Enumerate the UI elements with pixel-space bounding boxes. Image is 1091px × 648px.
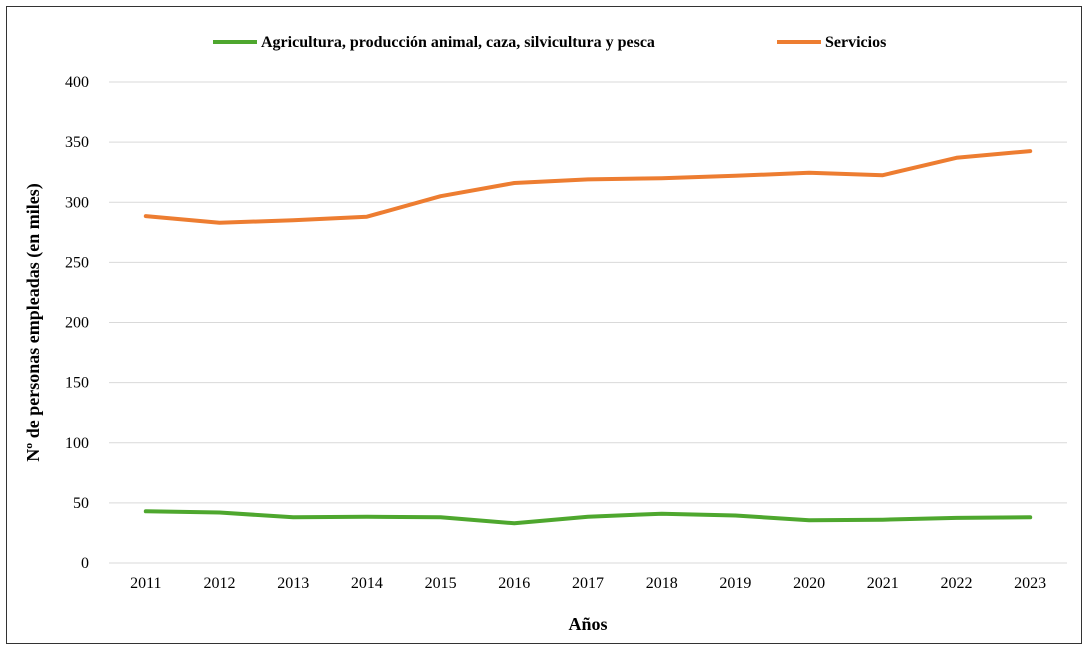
y-tick-label: 400 (65, 74, 89, 91)
x-tick-label: 2021 (867, 575, 899, 592)
y-tick-label: 150 (65, 375, 89, 392)
y-axis-title: Nº de personas empleadas (en miles) (23, 183, 44, 461)
y-tick-label: 200 (65, 315, 89, 332)
series-lines (143, 149, 1033, 526)
legend-label: Agricultura, producción animal, caza, si… (261, 34, 655, 51)
x-tick-label: 2018 (646, 575, 678, 592)
y-tick-label: 300 (65, 194, 89, 211)
y-tick-label: 250 (65, 254, 89, 271)
x-tick-label: 2020 (793, 575, 825, 592)
y-tick-label: 50 (73, 495, 89, 512)
legend-label: Servicios (825, 34, 886, 51)
x-tick-label: 2017 (572, 575, 604, 592)
chart-frame: 0 50 100 150 200 250 300 350 400 2011 2012 2013 201… (6, 6, 1082, 644)
x-axis-ticks: 2011 2012 2013 2014 2015 2016 2017 2018 2019 2020… (130, 575, 1046, 592)
x-tick-label: 2016 (498, 575, 530, 592)
series-line-2 (143, 149, 1033, 225)
x-tick-label: 2023 (1014, 575, 1046, 592)
x-axis-title: Años (568, 614, 607, 634)
x-tick-label: 2019 (719, 575, 751, 592)
x-tick-label: 2015 (425, 575, 457, 592)
x-tick-label: 2014 (351, 575, 383, 592)
x-tick-label: 2022 (940, 575, 972, 592)
x-tick-label: 2013 (277, 575, 309, 592)
y-tick-label: 100 (65, 435, 89, 452)
y-tick-label: 0 (81, 555, 89, 572)
x-tick-label: 2012 (204, 575, 236, 592)
legend: Agricultura, producción animal, caza, si… (213, 34, 886, 51)
y-axis-ticks: 0 50 100 150 200 250 300 350 400 (65, 74, 89, 572)
gridlines (109, 81, 1067, 504)
x-tick-label: 2011 (130, 575, 161, 592)
y-tick-label: 350 (65, 134, 89, 151)
series-line-1 (143, 509, 1033, 526)
